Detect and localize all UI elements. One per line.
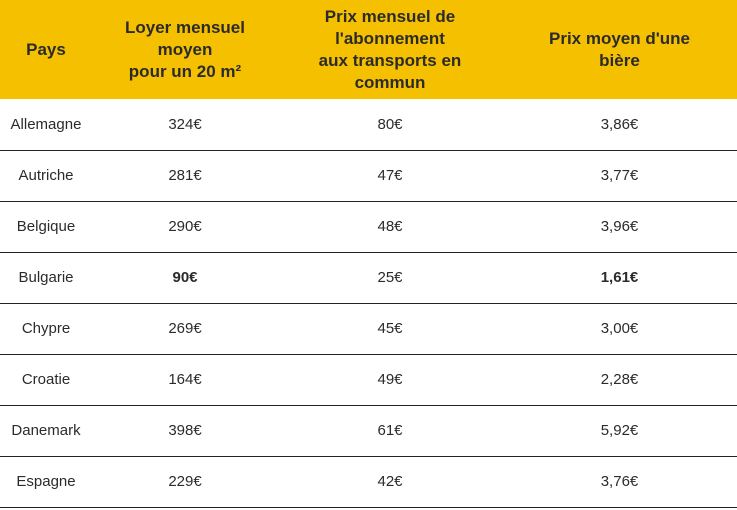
cell-pays: Allemagne [10,115,82,133]
cell-transport: 48€ [377,218,403,235]
cell-pays: Bulgarie [18,269,74,286]
table-row: Allemagne 324€ 80€ 3,86€ [0,99,737,150]
header-pays: Pays [0,0,92,99]
header-pays-line1: Pays [26,39,66,59]
cell-loyer: 290€ [168,218,202,235]
cell-biere: 3,86€ [600,115,639,133]
cell-transport: 45€ [377,320,403,337]
header-loyer-line3: pour un 20 m² [128,61,242,81]
cell-loyer: 229€ [168,473,202,490]
header-transport-line3: aux transports en commun [318,50,462,92]
table-header: Pays Loyer mensuel moyen pour un 20 m² P… [0,0,737,99]
cell-biere: 1,61€ [600,269,639,286]
table-row: Autriche 281€ 47€ 3,77€ [0,150,737,201]
header-biere-line1: Prix moyen d'une [548,28,691,48]
cell-loyer: 281€ [168,167,202,184]
cell-pays: Chypre [21,320,71,337]
cell-transport: 61€ [377,422,403,439]
table-row: Croatie 164€ 49€ 2,28€ [0,354,737,405]
header-biere-line2: bière [599,50,640,70]
cell-loyer: 269€ [168,320,202,337]
cell-loyer: 398€ [168,422,202,439]
header-biere: Prix moyen d'une bière [502,0,737,99]
header-transport-line2: l'abonnement [335,28,445,48]
cell-loyer: 324€ [168,115,202,133]
header-transport: Prix mensuel de l'abonnement aux transpo… [278,0,502,99]
table-body: Allemagne 324€ 80€ 3,86€ Autriche 281€ 4… [0,99,737,507]
cell-transport: 25€ [377,269,403,286]
header-loyer-line2: moyen [157,39,213,59]
cell-transport: 42€ [377,473,403,490]
cell-loyer: 90€ [172,269,198,286]
table-row: Espagne 229€ 42€ 3,76€ [0,456,737,507]
header-row: Pays Loyer mensuel moyen pour un 20 m² P… [0,0,737,99]
cell-pays: Autriche [18,167,74,184]
cell-biere: 3,96€ [600,218,639,235]
cell-biere: 2,28€ [600,371,639,388]
cell-pays: Belgique [16,218,76,235]
cell-biere: 5,92€ [600,422,639,439]
cell-pays: Danemark [11,422,81,439]
cell-biere: 3,77€ [600,167,639,184]
table-row: Bulgarie 90€ 25€ 1,61€ [0,252,737,303]
cell-transport: 47€ [377,167,403,184]
table-row: Belgique 290€ 48€ 3,96€ [0,201,737,252]
cell-loyer: 164€ [168,371,202,388]
cell-pays: Croatie [21,371,71,388]
cell-transport: 49€ [377,371,403,388]
cell-pays: Espagne [16,473,76,490]
cell-transport: 80€ [377,115,403,133]
table-row: Chypre 269€ 45€ 3,00€ [0,303,737,354]
cell-biere: 3,76€ [600,473,639,490]
header-transport-line1: Prix mensuel de [324,6,456,26]
table-row: Danemark 398€ 61€ 5,92€ [0,405,737,456]
header-loyer: Loyer mensuel moyen pour un 20 m² [92,0,278,99]
header-loyer-line1: Loyer mensuel [125,17,245,37]
cell-biere: 3,00€ [600,320,639,337]
